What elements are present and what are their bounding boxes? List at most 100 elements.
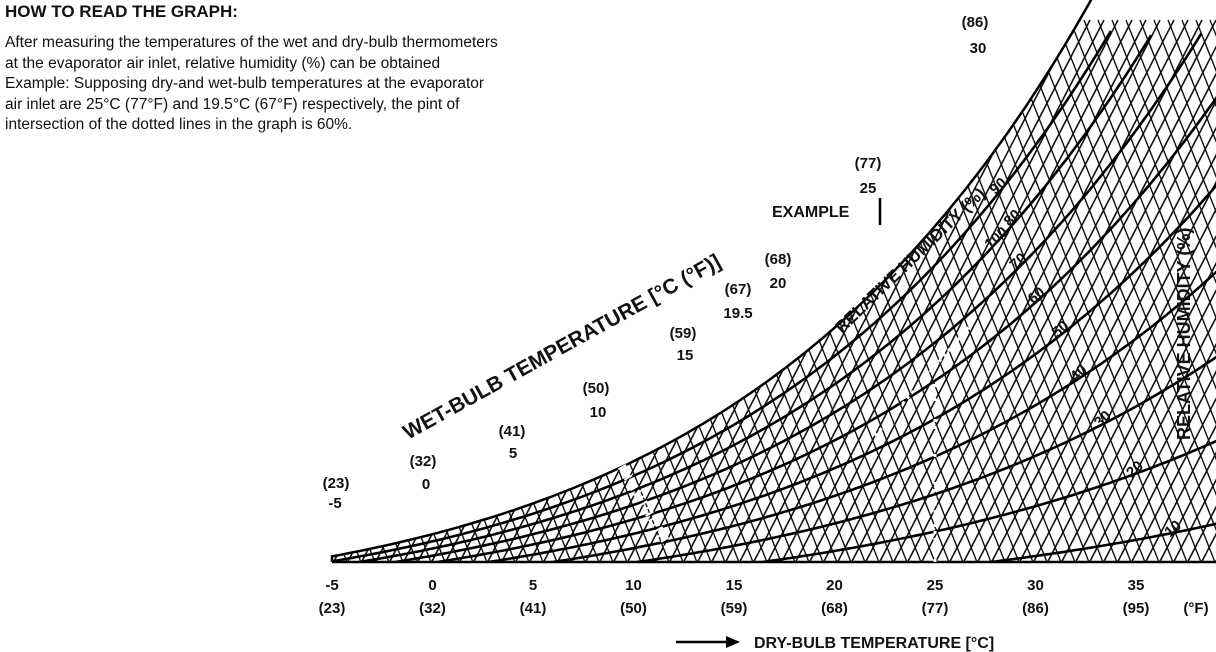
hatch-line bbox=[1139, 19, 1216, 562]
x-tick-label-c: 35 bbox=[1128, 577, 1145, 594]
hatch-line bbox=[0, 20, 222, 600]
hatch-line bbox=[1111, 19, 1216, 562]
instructions-line: intersection of the dotted lines in the … bbox=[5, 116, 353, 133]
example-label: EXAMPLE bbox=[772, 204, 850, 221]
instructions-line: Example: Supposing dry-and wet-bulb temp… bbox=[5, 75, 485, 92]
hatch-line bbox=[0, 20, 124, 600]
hatch-line bbox=[90, 20, 320, 600]
x-tick-label-f: (68) bbox=[821, 600, 848, 617]
wet-bulb-tick-f: (86) bbox=[962, 14, 989, 31]
instructions-heading: HOW TO READ THE GRAPH: bbox=[5, 2, 238, 21]
hatch-line bbox=[332, 19, 559, 562]
hatch-line bbox=[803, 19, 1105, 562]
hatch-line bbox=[1139, 19, 1216, 562]
hatch-line bbox=[332, 19, 517, 562]
hatch-line bbox=[62, 20, 292, 600]
hatch-line bbox=[887, 19, 1189, 562]
hatch-line bbox=[0, 20, 12, 600]
hatch-line bbox=[332, 19, 503, 562]
hatch-line bbox=[0, 20, 236, 600]
hatch-line bbox=[332, 19, 475, 562]
rh-curve bbox=[332, 160, 1216, 562]
hatch-line bbox=[332, 19, 433, 562]
hatch-line bbox=[332, 19, 447, 562]
rh-curves bbox=[332, 30, 1216, 562]
x-tick-label-f: (41) bbox=[520, 600, 547, 617]
hatch-line bbox=[0, 20, 82, 600]
rh-curve bbox=[332, 34, 1153, 562]
x-tick-label-c: 20 bbox=[826, 577, 843, 594]
rh-curve bbox=[332, 430, 1216, 562]
hatch-line bbox=[915, 19, 1216, 562]
hatch-line bbox=[0, 20, 54, 600]
wet-bulb-tick-f: (23) bbox=[323, 475, 350, 492]
hatch-line bbox=[332, 19, 377, 562]
hatch-line bbox=[0, 20, 208, 600]
wet-bulb-tick-c: 10 bbox=[590, 404, 607, 421]
wet-bulb-tick-f: (41) bbox=[499, 423, 526, 440]
hatch-line bbox=[20, 20, 250, 600]
wet-bulb-tick-f: (77) bbox=[855, 155, 882, 172]
hatch-line bbox=[0, 20, 194, 600]
wet-bulb-tick-f: (50) bbox=[583, 380, 610, 397]
hatch-line bbox=[332, 19, 363, 562]
hatch-line bbox=[0, 20, 40, 600]
hatch-line bbox=[332, 19, 475, 562]
hatch-line bbox=[6, 20, 236, 600]
hatch-line bbox=[0, 20, 110, 600]
hatch-line bbox=[775, 19, 1077, 562]
hatch-line bbox=[1167, 19, 1216, 562]
hatch-line bbox=[1041, 19, 1216, 562]
hatch-line bbox=[332, 19, 461, 562]
hatch-line bbox=[332, 19, 377, 562]
wet-bulb-tick-f: (59) bbox=[670, 325, 697, 342]
hatch-line bbox=[0, 20, 54, 600]
rh-axis-label: RELATIVE HUMIDITY (%) bbox=[1174, 228, 1194, 440]
hatch-line bbox=[332, 19, 433, 562]
hatch-line bbox=[0, 20, 26, 600]
hatch-line bbox=[332, 19, 545, 562]
wet-bulb-tick-f: (67) bbox=[725, 281, 752, 298]
hatch-line bbox=[0, 20, 82, 600]
hatch-line bbox=[0, 20, 264, 600]
hatch-line bbox=[34, 20, 264, 600]
hatch-line bbox=[957, 19, 1216, 562]
hatch-line bbox=[20, 20, 320, 600]
hatch-line bbox=[332, 19, 419, 562]
hatch-line bbox=[332, 19, 503, 562]
hatch-line bbox=[943, 19, 1216, 562]
hatch-line bbox=[0, 20, 152, 600]
hatch-line bbox=[332, 19, 405, 562]
hatch-line bbox=[0, 20, 68, 600]
wet-bulb-tick-c: 30 bbox=[970, 40, 987, 57]
hatch-line bbox=[332, 19, 349, 562]
x-tick-label-c: 0 bbox=[428, 577, 436, 594]
x-tick-label-c: 5 bbox=[529, 577, 537, 594]
hatch-line bbox=[1097, 19, 1216, 562]
hatch-line bbox=[332, 19, 447, 562]
hatch-line bbox=[332, 19, 363, 562]
hatch-line bbox=[1153, 19, 1216, 562]
rh-curve bbox=[332, 341, 1216, 562]
hatch-line bbox=[1013, 19, 1216, 562]
hatch-line bbox=[332, 19, 545, 562]
hatch-line bbox=[985, 19, 1216, 562]
hatch-line bbox=[999, 19, 1216, 562]
x-tick-label-c: 10 bbox=[625, 577, 642, 594]
hatch-line bbox=[985, 19, 1216, 562]
hatch-line bbox=[0, 20, 208, 600]
wet-bulb-tick-c: 20 bbox=[770, 275, 787, 292]
hatch-line bbox=[0, 20, 40, 600]
x-tick-label-c: 25 bbox=[927, 577, 944, 594]
hatch-line bbox=[1097, 19, 1216, 562]
rh-curve bbox=[332, 251, 1216, 562]
hatch-line bbox=[332, 19, 461, 562]
wet-bulb-tick-f: (68) bbox=[765, 251, 792, 268]
hatch-line bbox=[831, 19, 1133, 562]
hatch-line bbox=[1125, 19, 1216, 562]
wet-bulb-tick-c: 19.5 bbox=[723, 305, 752, 322]
example-lines bbox=[593, 198, 972, 562]
rh-curve bbox=[332, 518, 1216, 562]
rh-curve-label: 80 bbox=[1001, 206, 1025, 230]
